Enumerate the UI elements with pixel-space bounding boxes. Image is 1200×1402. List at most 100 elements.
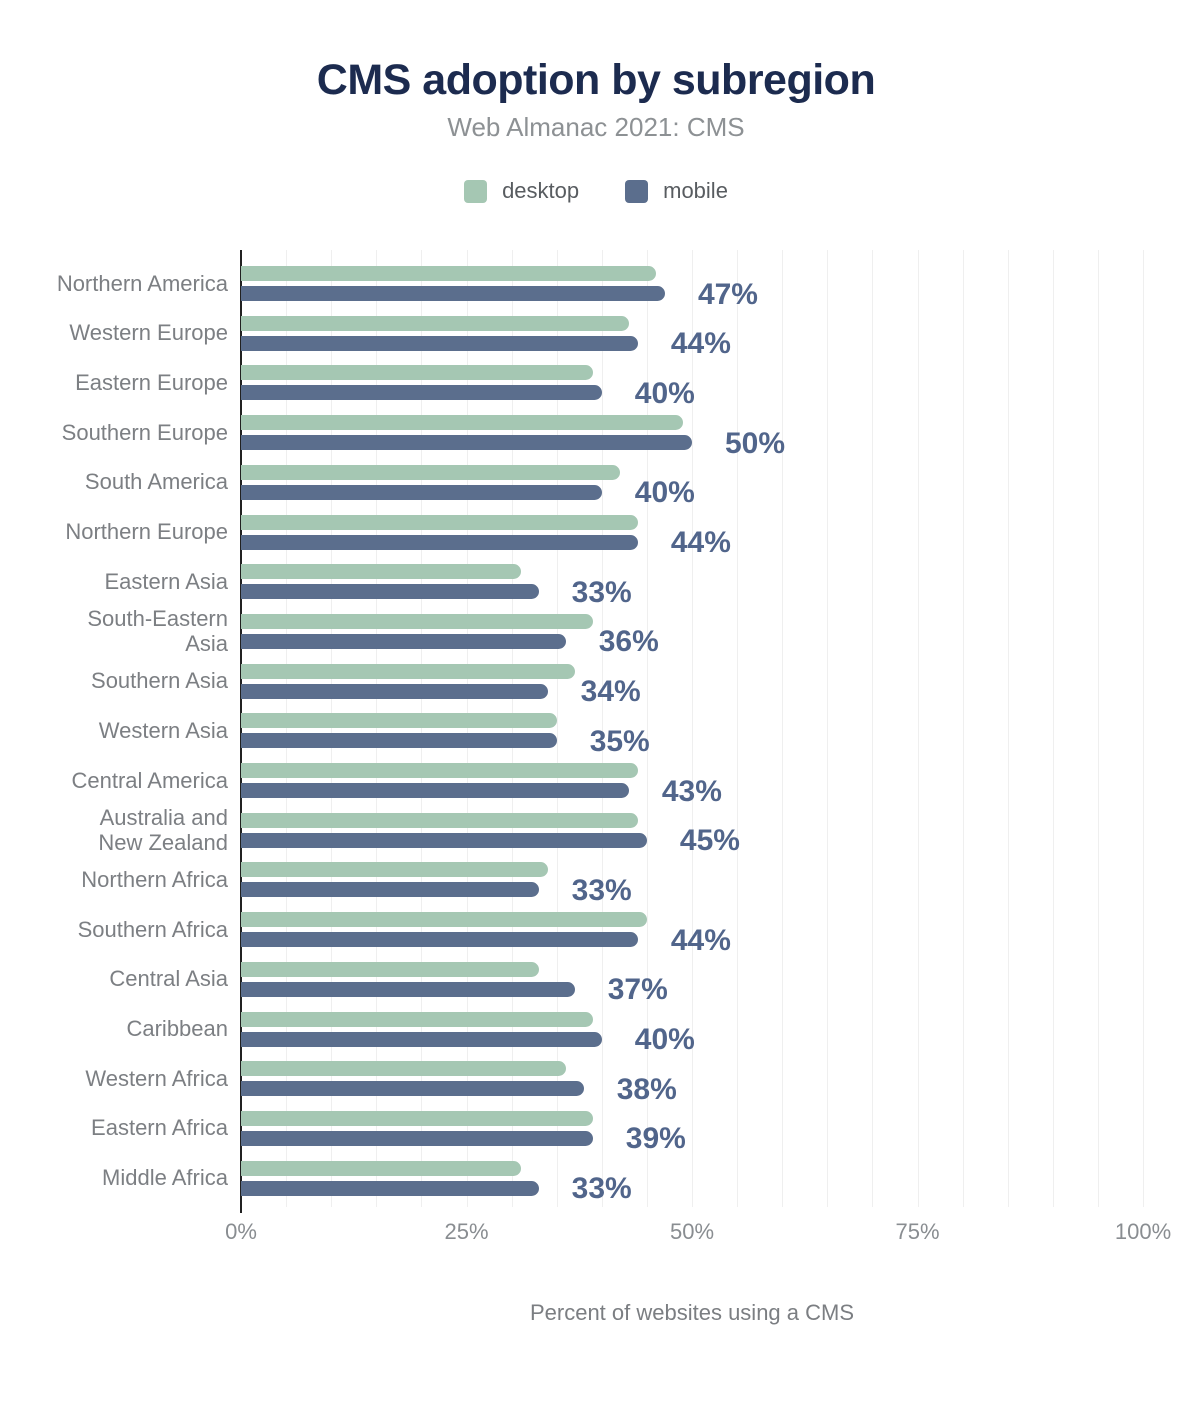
mobile-bar	[241, 286, 665, 301]
value-label: 44%	[670, 526, 731, 559]
value-label: 40%	[634, 376, 695, 410]
gridline	[556, 250, 558, 1207]
category-label: Eastern Europe	[75, 369, 228, 395]
value-label: 36%	[598, 625, 659, 659]
mobile-bar	[241, 882, 539, 898]
gridline	[286, 250, 288, 1207]
gridline	[872, 250, 874, 1207]
category-label: Western Africa	[85, 1065, 228, 1091]
category-label: Middle Africa	[102, 1165, 228, 1191]
value-label: 33%	[571, 1172, 632, 1206]
category-label: Western Europe	[69, 320, 228, 346]
desktop-bar	[241, 266, 656, 281]
value-label: 45%	[679, 824, 740, 858]
chart-subtitle: Web Almanac 2021: CMS	[447, 112, 745, 142]
mobile-bar	[241, 584, 539, 600]
value-label: 50%	[725, 426, 786, 460]
desktop-bar	[241, 1160, 521, 1176]
value-label: 33%	[571, 873, 632, 907]
gridline	[511, 250, 513, 1207]
mobile-bar	[241, 633, 566, 649]
category-label: Southern Africa	[77, 916, 228, 942]
desktop-bar	[241, 315, 629, 331]
desktop-bar	[241, 1011, 593, 1027]
category-label: Caribbean	[126, 1016, 228, 1041]
value-label: 47%	[697, 277, 758, 311]
gridline	[692, 250, 693, 1207]
desktop-bar	[241, 365, 593, 381]
x-tick-label: 0%	[225, 1219, 257, 1244]
desktop-swatch-icon	[464, 179, 488, 203]
mobile-bar	[241, 1180, 539, 1196]
mobile-bar	[241, 783, 629, 798]
legend-label-desktop: desktop	[502, 178, 580, 203]
category-label: Northern America	[56, 270, 228, 296]
mobile-bar	[241, 335, 638, 351]
mobile-bar	[241, 683, 548, 699]
value-label: 33%	[571, 575, 632, 609]
gridline	[1052, 250, 1054, 1207]
desktop-bar	[241, 763, 638, 778]
category-label: Central America	[71, 767, 228, 793]
gridline	[421, 250, 423, 1207]
value-label: 37%	[607, 973, 668, 1007]
category-label: Australia and New Zealand	[98, 804, 228, 855]
gridline	[646, 250, 648, 1207]
mobile-bar	[241, 534, 638, 550]
x-tick-label: 25%	[444, 1219, 489, 1244]
category-label: Central Asia	[109, 966, 228, 992]
desktop-bar	[241, 713, 557, 729]
category-label: Northern Africa	[81, 866, 228, 892]
desktop-bar	[241, 1110, 593, 1126]
category-label: Eastern Africa	[91, 1115, 228, 1141]
category-label: South-Eastern Asia	[87, 605, 228, 656]
category-label: Western Asia	[98, 717, 228, 743]
value-label: 34%	[580, 675, 641, 709]
value-label: 43%	[661, 774, 722, 808]
mobile-bar	[241, 385, 602, 401]
chart-title: CMS adoption by subregion	[316, 56, 876, 104]
category-label: Northern Europe	[65, 519, 228, 544]
gridline	[1007, 250, 1009, 1207]
desktop-bar	[241, 663, 575, 679]
gridline	[827, 250, 829, 1207]
gridline	[917, 250, 919, 1207]
gridline	[1097, 250, 1099, 1207]
value-label: 40%	[634, 1023, 695, 1056]
category-label: South America	[84, 469, 228, 495]
value-label: 44%	[670, 327, 731, 361]
mobile-bar	[241, 1130, 593, 1146]
value-label: 44%	[670, 923, 731, 957]
mobile-bar	[241, 1031, 602, 1047]
x-tick-label: 50%	[669, 1219, 715, 1244]
mobile-bar	[241, 832, 647, 848]
gridline	[782, 250, 784, 1207]
y-axis-line	[240, 250, 242, 1213]
mobile-bar	[241, 1081, 584, 1097]
mobile-bar	[241, 733, 557, 749]
gridline	[1143, 250, 1144, 1207]
value-label: 40%	[634, 476, 695, 510]
desktop-bar	[241, 812, 638, 828]
desktop-bar	[241, 613, 593, 629]
value-label: 38%	[616, 1072, 677, 1106]
gridline	[962, 250, 964, 1207]
gridline	[737, 250, 739, 1207]
mobile-swatch-icon	[625, 179, 649, 203]
x-tick-label: 75%	[895, 1219, 940, 1244]
desktop-bar	[241, 564, 521, 580]
legend-item-mobile: mobile	[625, 178, 728, 204]
desktop-bar	[241, 1061, 566, 1077]
mobile-bar	[241, 981, 575, 997]
legend: desktop mobile	[0, 178, 1192, 204]
gridline	[376, 250, 378, 1207]
gridline	[601, 250, 603, 1207]
mobile-bar	[241, 435, 692, 451]
gridline	[466, 250, 468, 1207]
mobile-bar	[241, 484, 602, 500]
x-axis-title: Percent of websites using a CMS	[529, 1300, 855, 1325]
category-label: Southern Europe	[61, 419, 228, 445]
value-label: 35%	[589, 724, 650, 758]
desktop-bar	[241, 862, 548, 878]
